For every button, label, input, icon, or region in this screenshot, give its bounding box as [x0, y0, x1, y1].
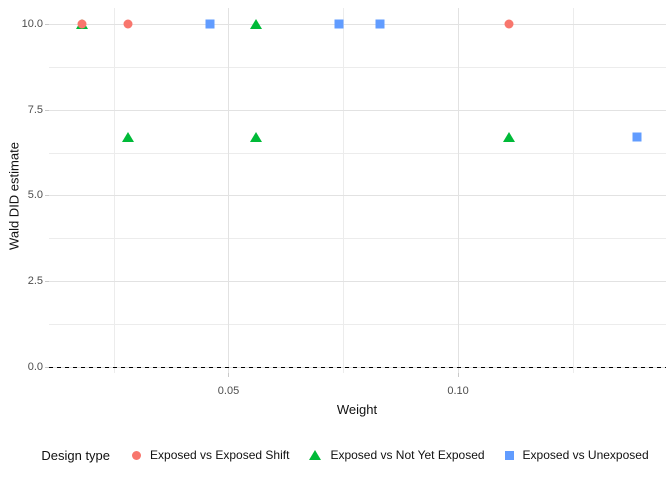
legend-circle-marker-icon — [132, 450, 142, 460]
legend-triangle-marker-icon — [309, 450, 322, 460]
minor-gridline-vertical — [113, 8, 115, 373]
y-axis-tick-label: 5.0 — [27, 189, 43, 202]
legend: Design type Exposed vs Exposed Shift Expo… — [0, 441, 672, 469]
minor-gridline-horizontal — [49, 324, 666, 326]
x-axis-tick — [458, 373, 460, 377]
legend-square-marker-icon — [504, 450, 514, 460]
plot-panel — [49, 8, 666, 373]
legend-entry-label: Exposed vs Not Yet Exposed — [330, 448, 485, 462]
data-point-circle-series-0 — [77, 19, 87, 29]
zero-reference-line — [49, 367, 666, 369]
major-gridline-vertical — [228, 8, 230, 373]
data-point-triangle-series-1 — [121, 132, 134, 143]
legend-title: Design type — [41, 447, 111, 463]
x-axis-title: Weight — [336, 402, 378, 417]
data-point-square-series-2 — [375, 19, 385, 29]
minor-gridline-horizontal — [49, 66, 666, 68]
x-axis-tick — [228, 373, 230, 377]
major-gridline-horizontal — [49, 109, 666, 111]
data-point-circle-series-0 — [123, 19, 132, 29]
y-axis-tick — [45, 281, 49, 283]
minor-gridline-vertical — [343, 8, 345, 373]
y-axis-tick — [45, 23, 49, 25]
legend-entry: Exposed vs Unexposed — [504, 448, 649, 462]
y-axis-tick-label: 10.0 — [21, 17, 43, 30]
data-point-triangle-series-1 — [250, 18, 263, 29]
major-gridline-horizontal — [49, 195, 666, 197]
legend-entry-label: Exposed vs Unexposed — [522, 448, 649, 462]
y-axis-tick-label: 2.5 — [27, 275, 43, 288]
major-gridline-horizontal — [49, 23, 666, 25]
y-axis-tick — [45, 195, 49, 197]
x-axis-tick-label: 0.05 — [217, 385, 240, 397]
legend-entry: Exposed vs Exposed Shift — [132, 448, 289, 462]
data-point-circle-series-0 — [504, 19, 514, 29]
legend-entry-label: Exposed vs Exposed Shift — [150, 448, 290, 462]
y-axis-tick-label: 0.0 — [27, 361, 43, 374]
y-axis-tick — [45, 367, 49, 369]
x-axis-tick-label: 0.10 — [447, 385, 469, 397]
data-point-square-series-2 — [632, 132, 642, 142]
major-gridline-vertical — [458, 8, 460, 373]
minor-gridline-horizontal — [49, 238, 666, 240]
y-axis-tick — [45, 109, 49, 111]
major-gridline-horizontal — [49, 281, 666, 283]
minor-gridline-horizontal — [49, 152, 666, 154]
data-point-square-series-2 — [205, 19, 215, 29]
legend-entry: Exposed vs Not Yet Exposed — [309, 448, 485, 462]
data-point-square-series-2 — [334, 19, 344, 29]
data-point-triangle-series-1 — [502, 132, 515, 143]
y-axis-tick-label: 7.5 — [27, 103, 43, 116]
minor-gridline-vertical — [572, 8, 574, 373]
data-point-triangle-series-1 — [250, 132, 263, 143]
